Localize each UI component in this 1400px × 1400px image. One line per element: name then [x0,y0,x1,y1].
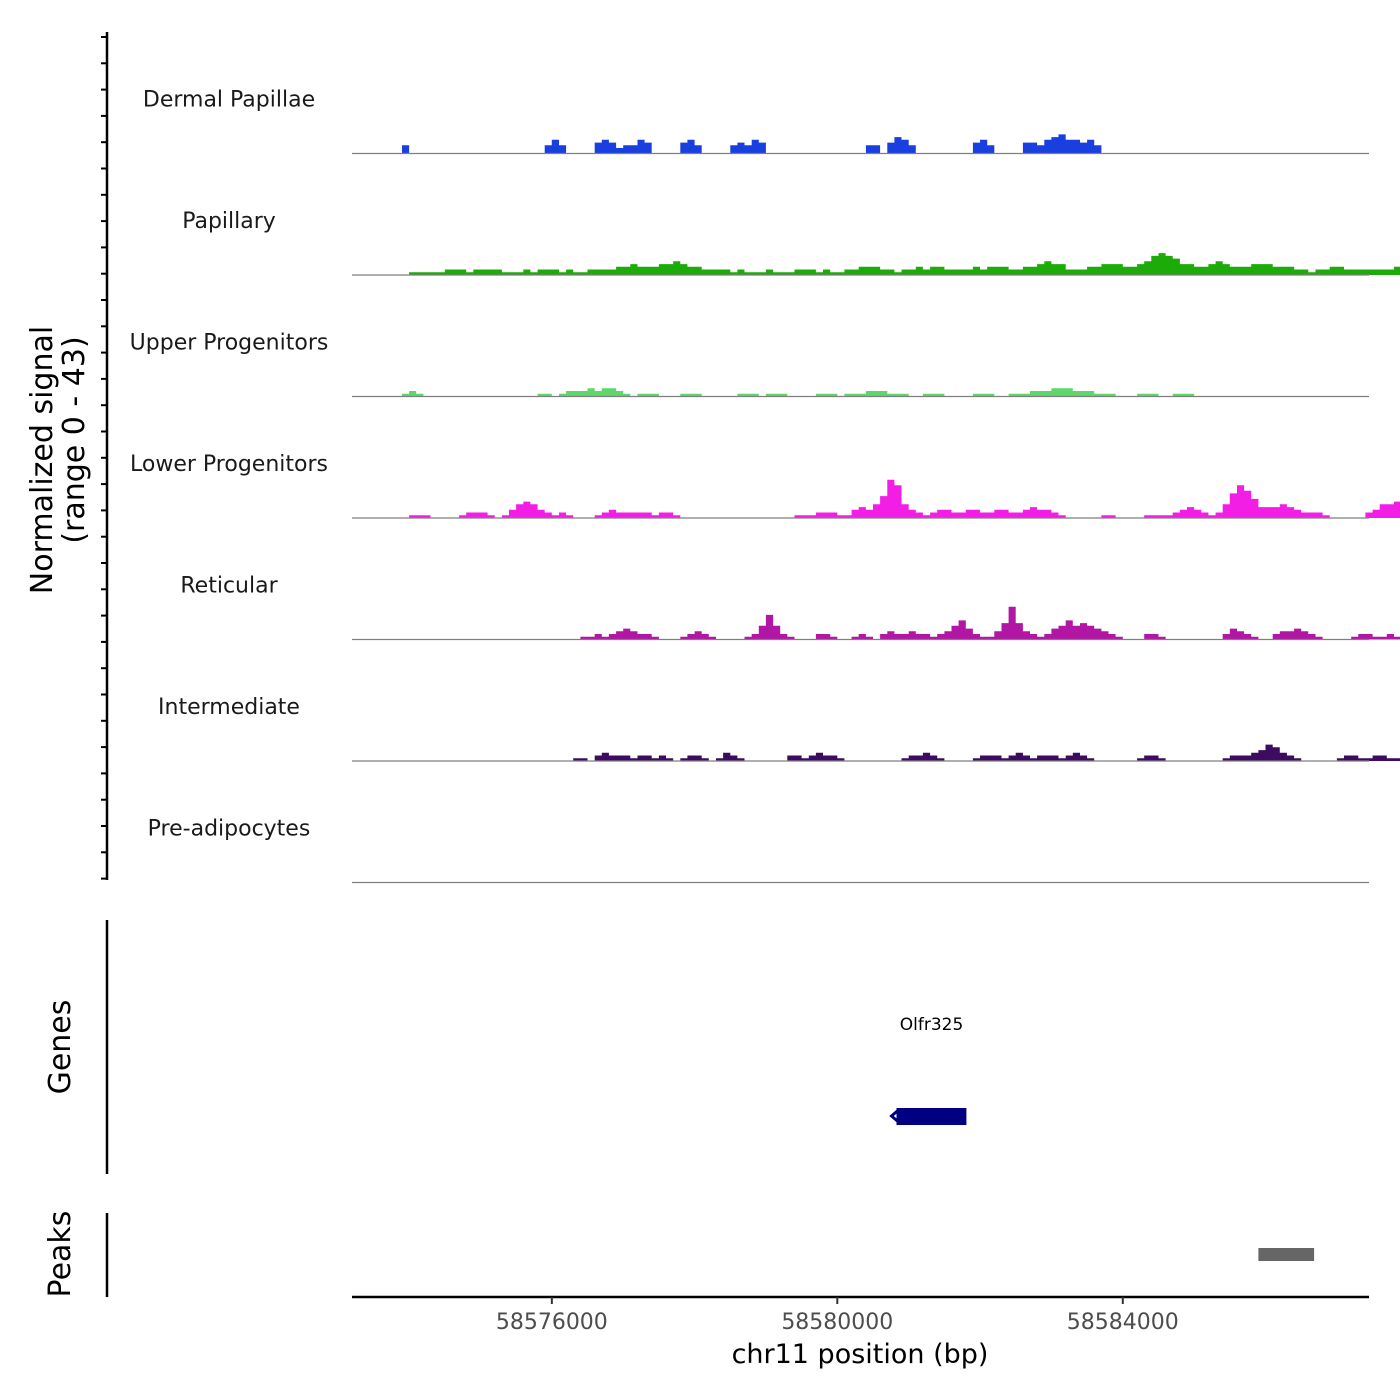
x-tick-label: 58580000 [781,1310,893,1335]
peaks-panel: Peaks [43,1211,1315,1298]
x-axis: 58576000 58580000 58584000 chr11 position … [352,1295,1369,1370]
gene-label-olfr325: Olfr325 [900,1015,964,1035]
y-axis-label: Normalized signal [25,326,60,594]
y-axis-title: Normalized signal (range 0 - 43) [25,326,92,594]
track-upper-progenitors: Upper Progenitors [130,331,1400,398]
coverage-y-ticks [101,36,107,880]
genes-panel-label: Genes [43,1000,78,1095]
signal-area-papillary [352,253,1400,275]
track-label-reticular: Reticular [180,574,278,599]
gene-strand-arrow-icon [889,1108,900,1124]
coverage-tracks: Dermal Papillae Papillary Upper Progenitor… [130,88,1400,884]
signal-area-lower-progenitors [352,479,1400,518]
x-axis-title: chr11 position (bp) [732,1339,989,1370]
track-label-intermediate: Intermediate [158,695,300,720]
x-tick-label: 58584000 [1067,1310,1179,1335]
peaks-panel-label: Peaks [43,1211,78,1298]
track-pre-adipocytes: Pre-adipocytes [148,817,1369,884]
signal-area-intermediate [352,744,1400,761]
peak-region [1258,1248,1315,1261]
x-tick-label: 58576000 [496,1310,608,1335]
gene-body-olfr325 [896,1108,967,1125]
track-papillary: Papillary [182,209,1400,276]
signal-area-reticular [352,606,1400,640]
signal-area-upper-progenitors [352,388,1400,397]
y-axis-range-label: (range 0 - 43) [57,336,92,543]
genes-panel: Genes Olfr325 [43,920,967,1174]
track-label-pre-adipocytes: Pre-adipocytes [148,817,311,842]
x-axis-ticks: 58576000 58580000 58584000 [496,1297,1179,1335]
track-label-upper-progenitors: Upper Progenitors [130,331,329,356]
track-label-dermal-papillae: Dermal Papillae [143,88,315,113]
track-label-lower-progenitors: Lower Progenitors [130,452,328,477]
track-reticular: Reticular [180,574,1400,641]
track-dermal-papillae: Dermal Papillae [143,88,1400,155]
track-intermediate: Intermediate [158,695,1400,762]
track-label-papillary: Papillary [182,209,276,234]
signal-area-dermal-papillae [352,134,1400,154]
track-lower-progenitors: Lower Progenitors [130,452,1400,519]
